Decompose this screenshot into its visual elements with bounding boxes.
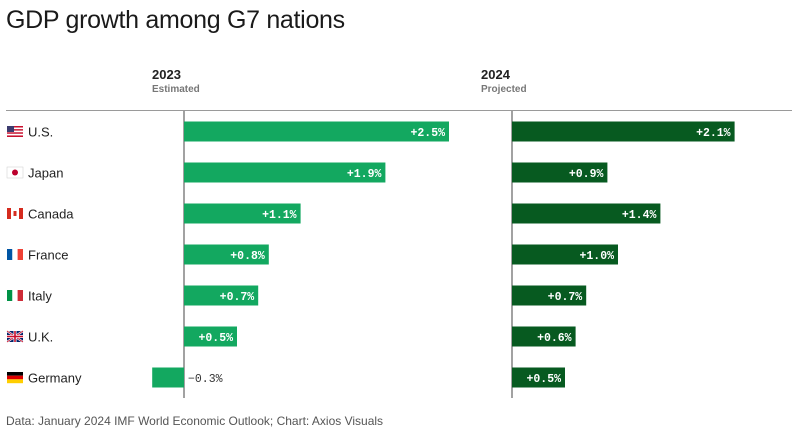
chart-title: GDP growth among G7 nations (6, 6, 345, 34)
data-label-2023: +0.7% (220, 291, 255, 304)
bar-2024 (512, 121, 735, 142)
series-subtitle-2023: Estimated (152, 84, 200, 95)
data-label-2023: +2.5% (410, 127, 445, 140)
data-label-2023: +0.8% (230, 250, 265, 263)
bar-2023 (184, 121, 449, 142)
country-label: Japan (28, 166, 63, 181)
country-label: U.K. (28, 330, 53, 345)
france-flag-icon (7, 249, 23, 260)
bar-2023 (184, 203, 301, 224)
bar-2023 (184, 244, 269, 265)
column-header-2024: 2024 Projected (481, 67, 527, 95)
data-label-2024: +0.5% (526, 373, 561, 386)
data-label-2024: +1.4% (622, 209, 657, 222)
country-label: U.S. (28, 125, 53, 140)
data-label-2024: +0.6% (537, 332, 572, 345)
data-label-2023: +1.1% (262, 209, 297, 222)
series-name-2024: 2024 (481, 67, 510, 82)
uk-flag-icon (6, 330, 24, 343)
column-header-2023: 2023 Estimated (152, 67, 200, 95)
data-label-2023: +0.5% (198, 332, 233, 345)
data-label-2024: +0.7% (548, 291, 583, 304)
bar-2024 (512, 367, 565, 388)
germany-flag-icon (7, 372, 23, 384)
source-note: Data: January 2024 IMF World Economic Ou… (6, 414, 384, 428)
bar-2023 (184, 326, 237, 347)
country-label: France (28, 248, 68, 263)
bar-2024 (512, 203, 661, 224)
series-subtitle-2024: Projected (481, 84, 527, 95)
bar-2023 (184, 285, 259, 306)
header-rule (6, 110, 792, 111)
bar-2024 (512, 285, 587, 306)
country-label: Canada (28, 207, 74, 222)
data-label-2023: +1.9% (347, 168, 382, 181)
canada-flag-icon (7, 208, 23, 219)
bar-2024 (512, 244, 618, 265)
data-label-2024: +1.0% (579, 250, 614, 263)
data-label-2024: +2.1% (696, 127, 731, 140)
bar-2024 (512, 326, 576, 347)
italy-flag-icon (7, 290, 23, 301)
bar-2023 (184, 162, 386, 183)
japan-flag-icon (6, 166, 24, 179)
data-label-2024: +0.9% (569, 168, 604, 181)
bar-2024 (512, 162, 608, 183)
bar-2023 (152, 367, 184, 388)
country-label: Italy (28, 289, 52, 304)
us-flag-icon (7, 126, 23, 137)
data-label-2023: −0.3% (188, 373, 223, 386)
series-name-2023: 2023 (152, 67, 181, 82)
country-label: Germany (28, 371, 82, 386)
